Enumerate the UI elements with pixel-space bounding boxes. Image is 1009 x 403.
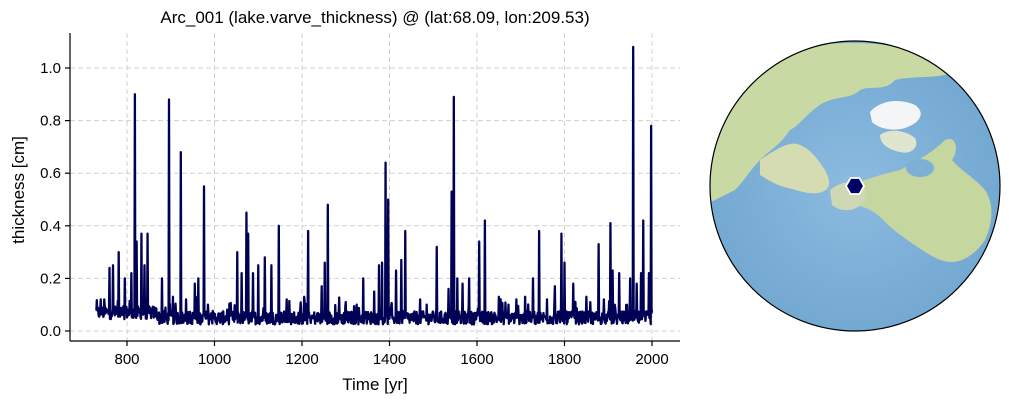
- landmass-north-america: [845, 138, 992, 262]
- y-tick-label: 0.6: [40, 165, 61, 182]
- y-tick-label: 0.8: [40, 113, 61, 130]
- y-tick-label: 0.4: [40, 218, 61, 235]
- arctic-archipelago: [880, 130, 917, 153]
- gridlines: [70, 33, 680, 341]
- location-map-globe: [709, 40, 1001, 332]
- x-tick-label: 2000: [635, 351, 668, 368]
- x-tick-label: 1600: [460, 351, 493, 368]
- x-tick-label: 800: [114, 351, 139, 368]
- site-marker-hexagon: [844, 177, 866, 195]
- y-axis-label: thickness [cm]: [9, 136, 28, 244]
- x-tick-label: 1400: [373, 351, 406, 368]
- y-tick-label: 1.0: [40, 60, 61, 77]
- x-tick-label: 1800: [548, 351, 581, 368]
- y-tick-label: 0.2: [40, 270, 61, 287]
- varve-thickness-line: [95, 45, 654, 326]
- time-series-axes: 800 1000 1200 1400 1600 1800 2000 0.0 0.2 0.4 0.6…: [9, 33, 680, 394]
- x-axis-ticks: 800 1000 1200 1400 1600 1800 2000: [114, 341, 669, 368]
- chart-title: Arc_001 (lake.varve_thickness) @ (lat:68…: [160, 8, 589, 27]
- hudson-bay: [906, 159, 934, 177]
- x-axis-label: Time [yr]: [342, 375, 407, 394]
- x-tick-label: 1000: [198, 351, 231, 368]
- data-series: [95, 45, 654, 326]
- landmass-siberia-east: [760, 143, 830, 194]
- y-tick-label: 0.0: [40, 323, 61, 340]
- x-tick-label: 1200: [285, 351, 318, 368]
- globe-outline: [709, 40, 1001, 332]
- greenland-ice: [870, 100, 921, 130]
- y-axis-ticks: 0.0 0.2 0.4 0.6 0.8 1.0: [40, 60, 70, 340]
- landmass-eurasia: [710, 43, 960, 205]
